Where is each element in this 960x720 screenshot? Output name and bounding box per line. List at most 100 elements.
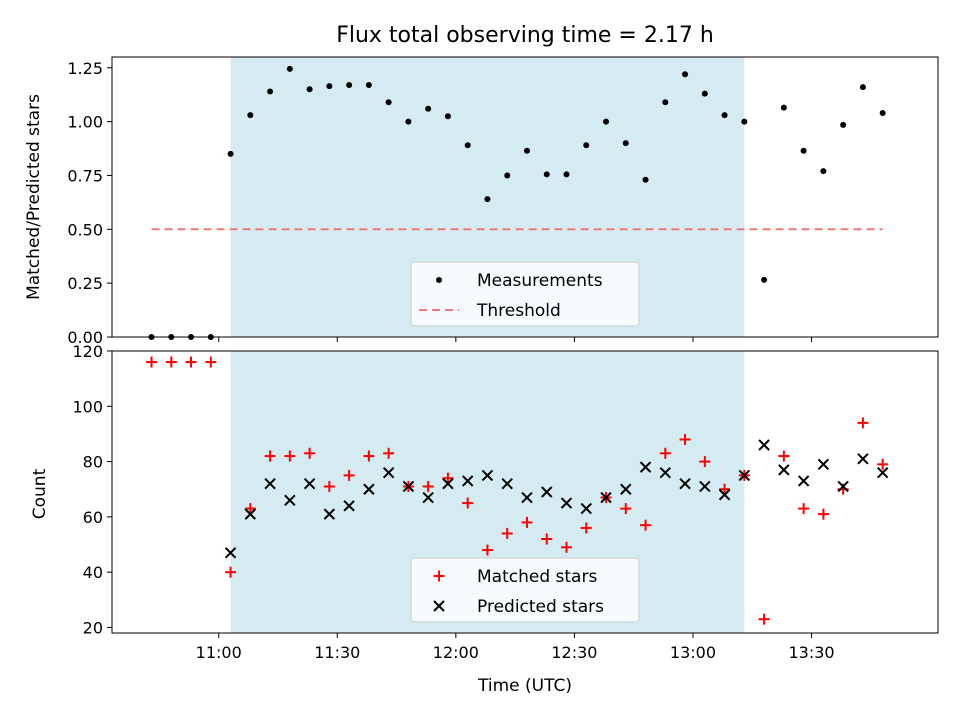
matched-star-point <box>857 417 869 429</box>
predicted-star-point <box>521 491 533 504</box>
matched-star-point <box>580 522 592 534</box>
bottom-y-tick-label: 120 <box>72 342 103 361</box>
top-legend-label: Threshold <box>476 301 561 321</box>
measurement-point <box>741 118 748 125</box>
measurement-point <box>761 276 768 283</box>
predicted-star-point <box>778 464 790 476</box>
top-y-tick-label: 0.75 <box>67 166 103 185</box>
bottom-y-tick-label: 60 <box>83 508 103 527</box>
matched-star-point <box>343 469 355 481</box>
matched-star-point <box>323 480 335 492</box>
measurement-point <box>642 176 649 183</box>
matched-star-point <box>679 433 691 445</box>
top-y-axis-label: Matched/Predicted stars <box>24 94 44 300</box>
predicted-star-point <box>797 475 810 487</box>
bottom-axes-frame <box>111 350 939 634</box>
predicted-star-point <box>264 477 276 490</box>
chart-title: Flux total observing time = 2.17 h <box>336 23 714 48</box>
measurement-point <box>286 65 293 72</box>
bottom-legend-item: Matched stars <box>433 567 597 587</box>
matched-star-point <box>165 356 177 368</box>
predicted-star-point <box>876 466 889 479</box>
matched-star-point <box>363 450 375 462</box>
bottom-y-tick-label: 20 <box>83 618 103 637</box>
matched-star-point <box>817 508 829 520</box>
measurement-point <box>504 172 511 179</box>
measurement-point <box>247 112 254 119</box>
matched-star-point <box>798 503 810 515</box>
predicted-star-point <box>442 477 454 490</box>
measurement-point <box>405 118 412 125</box>
matched-star-point <box>560 541 572 553</box>
predicted-star-point <box>837 480 849 493</box>
matched-star-point <box>146 356 158 368</box>
measurement-point <box>365 82 372 88</box>
predicted-star-point <box>323 508 336 520</box>
predicted-star-point <box>363 483 375 495</box>
predicted-star-point <box>402 480 415 493</box>
matched-star-point <box>778 450 790 462</box>
bottom-y-tick-label: 40 <box>83 563 103 582</box>
top-y-tick-label: 0.50 <box>67 220 103 239</box>
x-tick-label: 12:30 <box>551 643 597 662</box>
bottom-y-tick-label: 100 <box>72 397 103 416</box>
predicted-star-point <box>857 453 869 465</box>
matched-star-point <box>541 533 553 545</box>
matched-star-point <box>304 447 316 459</box>
matched-star-point <box>284 450 296 462</box>
measurement-point <box>484 196 491 203</box>
measurement-point <box>523 147 530 154</box>
measurement-point <box>701 90 708 97</box>
bottom-legend-box <box>410 557 640 623</box>
matched-star-point <box>501 527 513 539</box>
top-panel: 0.00 0.25 0.50 0.75 1.00 1.25 Measurements Thre… <box>67 56 939 347</box>
predicted-star-point <box>244 508 257 520</box>
x-tick-label: 13:30 <box>788 643 834 662</box>
top-legend-item: Threshold <box>419 301 561 321</box>
bottom-y-tick-label: 80 <box>83 453 103 472</box>
predicted-star-point <box>284 494 296 507</box>
predicted-star-point <box>639 461 652 473</box>
measurement-point <box>543 171 550 178</box>
measurement-point <box>800 147 807 154</box>
predicted-star-point <box>501 477 513 490</box>
legend-predicted-swatch <box>433 600 445 612</box>
predicted-star-point <box>600 491 612 504</box>
measurement-point <box>603 118 610 125</box>
matched-star-point <box>244 503 256 515</box>
measurement-point <box>425 105 432 112</box>
matched-star-point <box>758 613 770 625</box>
legend-matched-swatch <box>433 570 445 582</box>
matched-star-point <box>620 503 632 515</box>
x-tick-label: 11:00 <box>196 643 242 662</box>
top-y-tick-label: 0.25 <box>67 274 103 293</box>
predicted-star-point <box>699 480 711 493</box>
measurement-point <box>464 142 471 149</box>
matched-star-point <box>185 356 197 368</box>
top-legend-label: Measurements <box>477 271 603 291</box>
predicted-star-point <box>303 477 316 490</box>
predicted-star-point <box>817 458 830 471</box>
bottom-legend-item: Predicted stars <box>433 597 604 617</box>
measurement-point <box>385 99 392 106</box>
measurement-point <box>583 142 590 149</box>
measurement-point <box>622 140 629 147</box>
predicted-star-point <box>620 483 632 495</box>
bottom-y-axis-label: Count <box>30 468 50 519</box>
matched-star-point <box>205 356 217 368</box>
measurement-point <box>682 71 689 78</box>
measurement-point <box>840 121 847 128</box>
bottom-panel: 20 40 60 80 100 120 11:00 11:30 12:00 12:30 13:00 1… <box>72 342 939 662</box>
top-legend-item: Measurements <box>436 271 603 291</box>
matched-star-point <box>699 456 711 468</box>
top-y-tick-label: 1.00 <box>67 113 103 132</box>
predicted-star-point <box>679 477 691 490</box>
legend-measurement-swatch <box>436 277 442 283</box>
predicted-star-point <box>560 497 573 509</box>
measurement-point <box>326 83 333 90</box>
top-y-tick-label: 1.25 <box>67 59 103 78</box>
matched-star-point <box>521 516 533 528</box>
x-tick-label: 12:00 <box>433 643 479 662</box>
matched-star-point <box>442 472 454 484</box>
measurement-point <box>721 112 728 119</box>
